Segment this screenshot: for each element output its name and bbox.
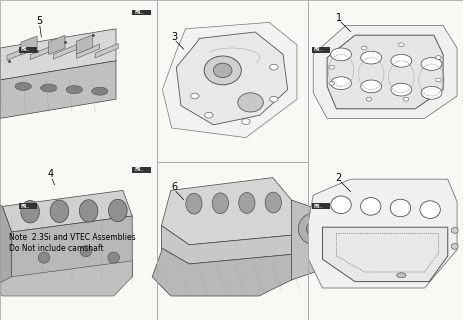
- Polygon shape: [152, 248, 291, 296]
- Ellipse shape: [435, 78, 440, 82]
- Ellipse shape: [204, 56, 241, 85]
- Ellipse shape: [38, 252, 50, 263]
- Ellipse shape: [328, 81, 334, 85]
- Ellipse shape: [450, 244, 457, 249]
- Ellipse shape: [79, 200, 98, 222]
- Text: FR.: FR.: [134, 10, 144, 15]
- Polygon shape: [0, 194, 12, 293]
- Polygon shape: [322, 227, 447, 282]
- Ellipse shape: [435, 56, 440, 60]
- Ellipse shape: [237, 93, 263, 112]
- Ellipse shape: [306, 221, 322, 237]
- Ellipse shape: [330, 48, 351, 61]
- Bar: [156, 0, 307, 162]
- Ellipse shape: [190, 93, 199, 99]
- Ellipse shape: [204, 112, 213, 118]
- Text: 5: 5: [36, 16, 43, 26]
- Text: FR.: FR.: [313, 204, 323, 209]
- FancyBboxPatch shape: [132, 167, 150, 173]
- Polygon shape: [0, 61, 116, 118]
- Text: 3: 3: [170, 32, 177, 42]
- Polygon shape: [76, 35, 93, 54]
- Ellipse shape: [238, 193, 255, 213]
- Polygon shape: [95, 44, 118, 58]
- Text: FR.: FR.: [313, 47, 323, 52]
- Ellipse shape: [420, 58, 441, 70]
- Ellipse shape: [92, 87, 108, 95]
- Ellipse shape: [269, 64, 277, 70]
- FancyBboxPatch shape: [311, 47, 330, 53]
- Ellipse shape: [361, 46, 366, 50]
- Ellipse shape: [108, 199, 127, 222]
- Ellipse shape: [360, 198, 380, 215]
- Ellipse shape: [330, 77, 351, 90]
- Ellipse shape: [330, 196, 350, 214]
- Ellipse shape: [360, 80, 381, 93]
- Ellipse shape: [328, 65, 334, 69]
- FancyBboxPatch shape: [311, 203, 330, 209]
- Text: 2: 2: [335, 172, 341, 183]
- Polygon shape: [49, 35, 65, 54]
- Polygon shape: [2, 190, 132, 232]
- Polygon shape: [291, 200, 319, 280]
- Ellipse shape: [419, 201, 439, 219]
- Ellipse shape: [396, 273, 405, 277]
- Ellipse shape: [185, 193, 201, 214]
- Polygon shape: [0, 29, 116, 80]
- Text: 4: 4: [48, 169, 54, 180]
- Polygon shape: [21, 36, 37, 55]
- Ellipse shape: [107, 252, 119, 263]
- Polygon shape: [76, 44, 100, 59]
- FancyBboxPatch shape: [132, 10, 150, 15]
- Ellipse shape: [420, 86, 441, 99]
- Ellipse shape: [450, 228, 457, 233]
- Polygon shape: [162, 22, 296, 138]
- Ellipse shape: [365, 97, 371, 101]
- Text: Note  2.3Si and VTEC Assemblies
Do Not include camshaft: Note 2.3Si and VTEC Assemblies Do Not in…: [9, 234, 136, 253]
- Ellipse shape: [15, 83, 31, 91]
- Polygon shape: [12, 216, 132, 293]
- Polygon shape: [53, 45, 76, 59]
- Text: 6: 6: [170, 182, 177, 192]
- Ellipse shape: [390, 54, 411, 67]
- Ellipse shape: [360, 51, 381, 64]
- Ellipse shape: [66, 86, 82, 94]
- Polygon shape: [30, 45, 53, 60]
- Bar: [0, 162, 156, 320]
- Polygon shape: [7, 46, 30, 60]
- Ellipse shape: [389, 199, 410, 217]
- Ellipse shape: [402, 97, 408, 101]
- Bar: [307, 0, 463, 162]
- FancyBboxPatch shape: [19, 47, 37, 53]
- Text: 1: 1: [335, 12, 341, 23]
- Polygon shape: [326, 35, 442, 109]
- Polygon shape: [161, 226, 291, 264]
- Ellipse shape: [21, 201, 39, 223]
- Polygon shape: [161, 178, 291, 245]
- Ellipse shape: [241, 119, 250, 124]
- Text: FR.: FR.: [134, 167, 144, 172]
- Polygon shape: [0, 261, 132, 296]
- Ellipse shape: [390, 83, 411, 96]
- Ellipse shape: [398, 43, 403, 47]
- Text: FR.: FR.: [20, 204, 30, 209]
- Ellipse shape: [41, 84, 56, 92]
- Ellipse shape: [50, 200, 69, 222]
- Ellipse shape: [265, 192, 281, 213]
- Ellipse shape: [269, 96, 277, 102]
- Ellipse shape: [80, 246, 91, 257]
- Polygon shape: [313, 26, 456, 118]
- Text: FR.: FR.: [20, 47, 30, 52]
- Polygon shape: [176, 32, 287, 125]
- Ellipse shape: [298, 213, 330, 245]
- Bar: [307, 162, 463, 320]
- Polygon shape: [308, 179, 456, 288]
- Ellipse shape: [212, 193, 228, 214]
- FancyBboxPatch shape: [19, 203, 37, 209]
- Bar: [156, 162, 307, 320]
- Ellipse shape: [213, 63, 232, 78]
- Bar: [0, 0, 156, 162]
